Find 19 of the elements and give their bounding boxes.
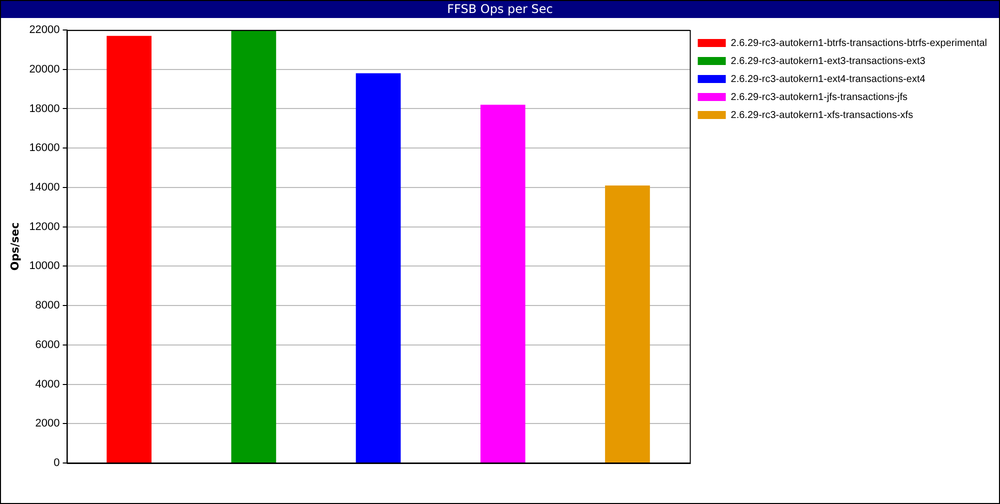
legend-label: 2.6.29-rc3-autokern1-jfs-transactions-jfs bbox=[730, 92, 908, 103]
y-tick-label: 2000 bbox=[35, 418, 60, 430]
legend-label: 2.6.29-rc3-autokern1-btrfs-transactions-btrfs-experimental bbox=[730, 38, 988, 49]
y-tick-label: 8000 bbox=[35, 300, 60, 312]
legend-label: 2.6.29-rc3-autokern1-ext4-transactions-ext4 bbox=[730, 74, 926, 85]
y-tick-label: 14000 bbox=[29, 181, 60, 194]
y-tick-label: 22000 bbox=[29, 24, 60, 36]
y-tick-label: 10000 bbox=[29, 260, 60, 272]
legend-label: 2.6.29-rc3-autokern1-ext3-transactions-ext3 bbox=[730, 56, 926, 67]
y-tick-label: 12000 bbox=[29, 220, 60, 233]
y-tick-label: 16000 bbox=[29, 142, 60, 154]
y-tick-label: 18000 bbox=[29, 102, 60, 115]
y-tick-label: 0 bbox=[54, 457, 60, 470]
y-tick-label: 20000 bbox=[29, 63, 60, 76]
y-tick-label: 4000 bbox=[35, 378, 60, 390]
chart-title: FFSB Ops per Sec bbox=[1, 1, 999, 18]
y-axis-title: Ops/sec bbox=[8, 222, 22, 271]
legend-label: 2.6.29-rc3-autokern1-xfs-transactions-xfs bbox=[730, 110, 914, 121]
y-tick-label: 6000 bbox=[35, 338, 60, 351]
